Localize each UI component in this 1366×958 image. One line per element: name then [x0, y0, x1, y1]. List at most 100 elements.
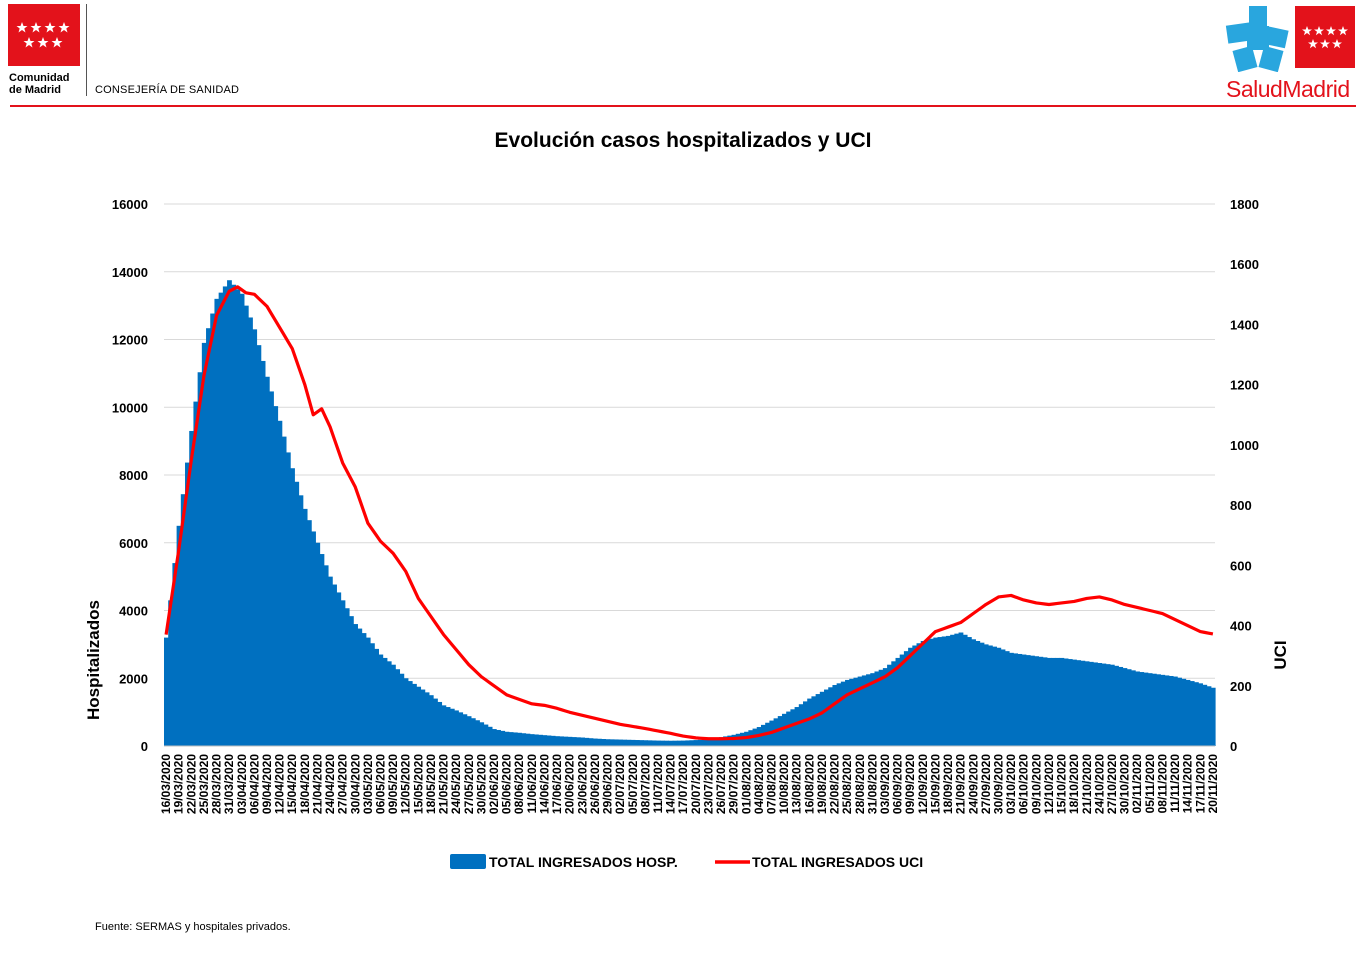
hosp-bar [1135, 671, 1140, 746]
stars-icon [1302, 26, 1348, 49]
hosp-bar [958, 632, 964, 746]
y-axis-left: 0 2000 4000 6000 8000 10000 12000 14000 16000 [112, 197, 148, 754]
hosp-bar [235, 289, 241, 746]
hosp-bar [786, 711, 791, 746]
organization-name: Comunidad de Madrid [9, 72, 70, 96]
hosp-bar [391, 664, 396, 746]
hosp-bar [962, 634, 968, 746]
hosp-bar [298, 495, 304, 746]
hosp-bar [933, 637, 939, 746]
y-right-tick-label: 600 [1230, 558, 1252, 573]
hosp-bar [214, 298, 220, 746]
hosp-bar [874, 671, 880, 746]
x-tick-label: 05/06/2020 [500, 754, 514, 814]
hosp-bar [643, 740, 649, 746]
hosp-bar [491, 729, 497, 746]
hosp-bar [1063, 658, 1069, 746]
hosp-bar [302, 508, 308, 747]
x-tick-label: 22/08/2020 [828, 754, 842, 814]
hosp-bar [798, 704, 804, 746]
hosp-bar [626, 739, 632, 746]
hosp-bar [1084, 661, 1090, 746]
x-tick-label: 30/05/2020 [474, 754, 488, 814]
hosp-bar [361, 633, 367, 746]
hosp-bar [1114, 665, 1119, 746]
x-tick-label: 30/04/2020 [348, 754, 362, 814]
hosp-bar [433, 698, 438, 746]
hosp-bar [1202, 684, 1208, 746]
hosp-bar [1030, 655, 1035, 746]
hosp-bar [546, 735, 552, 746]
hosp-bar [861, 675, 867, 746]
x-tick-label: 06/04/2020 [247, 754, 261, 814]
hosp-bar [487, 726, 493, 746]
hosp-bar [466, 716, 472, 746]
hosp-bar [256, 345, 262, 746]
hosp-bar [975, 640, 981, 746]
hosp-bar [454, 710, 459, 746]
hosp-bar [424, 692, 430, 746]
hosp-bar [185, 462, 190, 746]
x-tick-label: 29/07/2020 [727, 754, 741, 814]
x-tick-label: 13/08/2020 [790, 754, 804, 814]
hosp-bar [1038, 656, 1044, 746]
x-tick-label: 16/03/2020 [159, 754, 173, 814]
hosp-bar [538, 734, 543, 746]
hosp-bar [559, 736, 564, 746]
hosp-bar [685, 740, 691, 746]
hosp-bar [563, 736, 569, 746]
hosp-bar [824, 689, 829, 746]
hosp-bar [966, 637, 972, 746]
hosp-bar [634, 740, 640, 746]
y-right-tick-label: 0 [1230, 739, 1237, 754]
hosp-bar [285, 452, 291, 746]
x-tick-label: 03/04/2020 [235, 754, 249, 814]
hosp-bar [281, 436, 287, 746]
hosp-bar [374, 648, 379, 746]
hosp-bar [1059, 657, 1065, 746]
hosp-bar [193, 401, 199, 746]
hosp-bar [218, 292, 224, 746]
hosp-bar [273, 406, 279, 746]
x-tick-label: 18/05/2020 [424, 754, 438, 814]
y-axis-right-label: UCI [1271, 640, 1290, 669]
x-tick-label: 18/10/2020 [1067, 754, 1081, 814]
hosp-bar [407, 681, 413, 746]
legend: TOTAL INGRESADOS HOSP. TOTAL INGRESADOS U… [450, 854, 923, 870]
hosp-bar [702, 739, 707, 746]
hosp-bar [1034, 656, 1040, 746]
x-tick-label: 18/04/2020 [298, 754, 312, 814]
hosp-bar [504, 731, 510, 746]
hosp-bar [378, 654, 384, 746]
hosp-bar [1017, 653, 1023, 746]
hosp-bar [395, 669, 401, 746]
hosp-bar [1097, 663, 1103, 746]
x-tick-label: 28/03/2020 [210, 754, 224, 814]
hosp-bar [1156, 674, 1161, 746]
hosp-bar [1181, 678, 1187, 746]
x-tick-label: 31/03/2020 [222, 754, 236, 814]
hosp-bar [706, 739, 712, 746]
org-line-1: Comunidad [9, 72, 70, 84]
hosp-bar [832, 685, 838, 746]
hosp-bar [445, 707, 451, 746]
hosp-bar [168, 600, 173, 746]
y-axis-right: 0 200 400 600 800 1000 1200 1400 1600 1800 [1230, 197, 1259, 754]
hosp-bar [1168, 675, 1174, 746]
hosp-bar [172, 563, 178, 746]
legend-label-uci: TOTAL INGRESADOS UCI [752, 854, 923, 870]
x-tick-label: 29/06/2020 [601, 754, 615, 814]
hosp-bar [1130, 670, 1136, 746]
hosp-bar [386, 661, 392, 746]
x-tick-label: 04/08/2020 [752, 754, 766, 814]
x-tick-label: 06/09/2020 [891, 754, 905, 814]
x-tick-label: 05/07/2020 [626, 754, 640, 814]
hosp-bar [1051, 657, 1056, 746]
x-tick-label: 12/04/2020 [273, 754, 287, 814]
hosp-bar [521, 733, 527, 746]
hosp-bar [416, 686, 422, 746]
hosp-bar [1013, 653, 1019, 746]
hosp-bar [807, 698, 813, 746]
source-note: Fuente: SERMAS y hospitales privados. [95, 921, 291, 933]
hosp-bar [882, 668, 888, 746]
